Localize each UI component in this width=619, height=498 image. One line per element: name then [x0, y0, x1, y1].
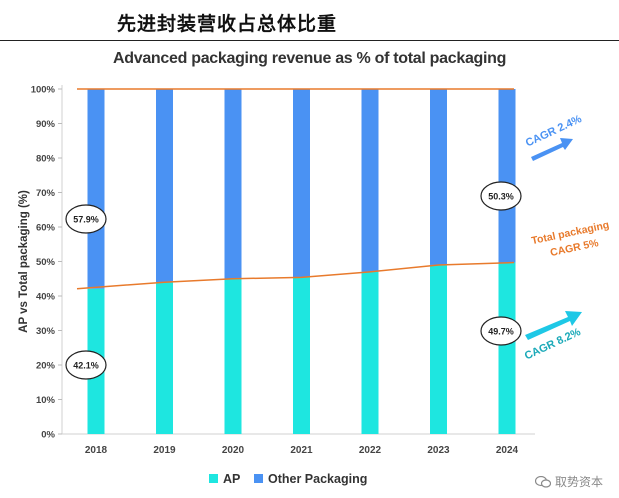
y-tick-label: 90% [36, 119, 56, 130]
annotation-cagr-ap: CAGR 8.2% [523, 326, 583, 363]
legend-label-ap: AP [223, 472, 240, 486]
y-tick-label: 50% [36, 257, 56, 268]
bar-other-2019 [156, 89, 173, 283]
bar-other-2024 [498, 89, 516, 263]
bar-ap-2023 [430, 264, 447, 434]
data-label: 42.1% [73, 361, 99, 371]
page-heading-text: 先进封装营收占总体比重 [117, 13, 338, 35]
bar-other-2023 [430, 89, 447, 265]
watermark-text: 取势资本 [554, 475, 603, 489]
data-label-bubble [65, 204, 107, 234]
x-tick-label: 2021 [290, 445, 313, 456]
ap-trend-line [76, 261, 515, 290]
page-heading: 先进封装营收占总体比重 [0, 6, 619, 41]
watermark: 取势资本 [534, 473, 603, 490]
data-label-bubble [480, 316, 522, 346]
bar-ap-2022 [361, 271, 379, 434]
x-tick-label: 2019 [153, 445, 176, 456]
x-tick-label: 2018 [85, 445, 108, 456]
y-axis-label: AP vs Total packaging (%) [18, 190, 30, 333]
trend-arrow-ap [525, 311, 582, 340]
y-tick-label: 10% [36, 395, 56, 406]
bar-other-2018 [87, 89, 105, 289]
x-tick-label: 2024 [496, 445, 519, 456]
legend-swatch-other [254, 474, 263, 483]
legend-label-other: Other Packaging [268, 472, 367, 486]
y-tick-label: 20% [36, 361, 56, 372]
y-tick-label: 30% [36, 326, 56, 337]
y-tick-label: 80% [36, 154, 56, 165]
trend-arrow-other [531, 138, 573, 161]
x-tick-label: 2023 [427, 445, 450, 456]
data-label: 50.3% [488, 192, 514, 202]
x-tick-label: 2020 [222, 445, 245, 456]
x-tick-label: 2022 [359, 445, 382, 456]
data-label: 57.9% [73, 215, 99, 225]
bar-other-2021 [293, 89, 310, 278]
y-tick-label: 40% [36, 292, 56, 303]
data-label-bubble [65, 350, 107, 380]
chart-title: Advanced packaging revenue as % of total… [113, 50, 507, 67]
bar-ap-2020 [224, 278, 242, 434]
bar-ap-2019 [156, 282, 173, 434]
annotation-cagr-other: CAGR 2.4% [524, 113, 584, 150]
data-label: 49.7% [488, 327, 514, 337]
y-tick-label: 70% [36, 188, 56, 199]
y-tick-label: 100% [31, 85, 56, 96]
bar-ap-2024 [498, 262, 516, 434]
y-tick-label: 0% [41, 430, 55, 441]
legend-swatch-ap [209, 474, 218, 483]
wechat-icon [534, 475, 551, 488]
y-tick-label: 60% [36, 223, 56, 234]
bar-other-2020 [224, 89, 242, 279]
bar-other-2022 [361, 89, 379, 272]
bar-ap-2021 [293, 277, 310, 434]
data-label-bubble [480, 181, 522, 211]
